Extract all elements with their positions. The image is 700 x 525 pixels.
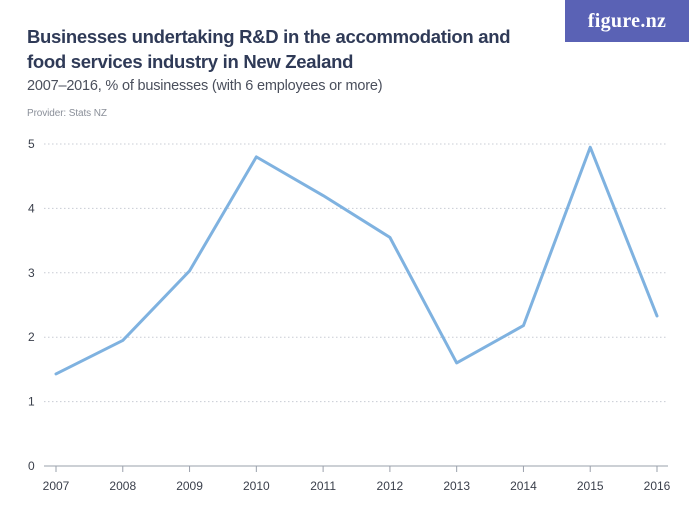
x-tick-label: 2015 (577, 479, 604, 493)
x-tick-label: 2012 (377, 479, 404, 493)
chart-title: Businesses undertaking R&D in the accomm… (27, 26, 511, 72)
x-axis-labels: 2007 2008 2009 2010 2011 2012 2013 2014 2015 2016 (43, 479, 671, 493)
grid-lines (44, 143, 668, 467)
x-tick-label: 2010 (243, 479, 270, 493)
x-tick-label: 2011 (310, 479, 336, 493)
x-axis-ticks (55, 466, 658, 472)
x-tick-label: 2008 (109, 479, 136, 493)
y-tick-label: 3 (28, 266, 35, 280)
x-tick-label: 2016 (644, 479, 671, 493)
y-tick-label: 4 (28, 201, 35, 215)
chart-subtitle: 2007–2016, % of businesses (with 6 emplo… (27, 78, 383, 94)
x-tick-label: 2009 (176, 479, 203, 493)
x-tick-label: 2007 (43, 479, 70, 493)
x-tick-label: 2014 (510, 479, 537, 493)
logo-text: figure.nz (587, 9, 667, 32)
y-tick-label: 1 (28, 395, 35, 409)
y-axis-labels: 0 1 2 3 4 5 (28, 137, 35, 473)
y-tick-label: 0 (28, 459, 35, 473)
y-tick-label: 2 (28, 330, 35, 344)
y-tick-label: 5 (28, 137, 35, 151)
series-line-0 (54, 145, 659, 376)
series-lines (54, 145, 659, 376)
provider-note: Provider: Stats NZ (27, 108, 107, 119)
figure-nz-logo[interactable]: figure.nz (565, 0, 689, 42)
x-tick-label: 2013 (443, 479, 470, 493)
